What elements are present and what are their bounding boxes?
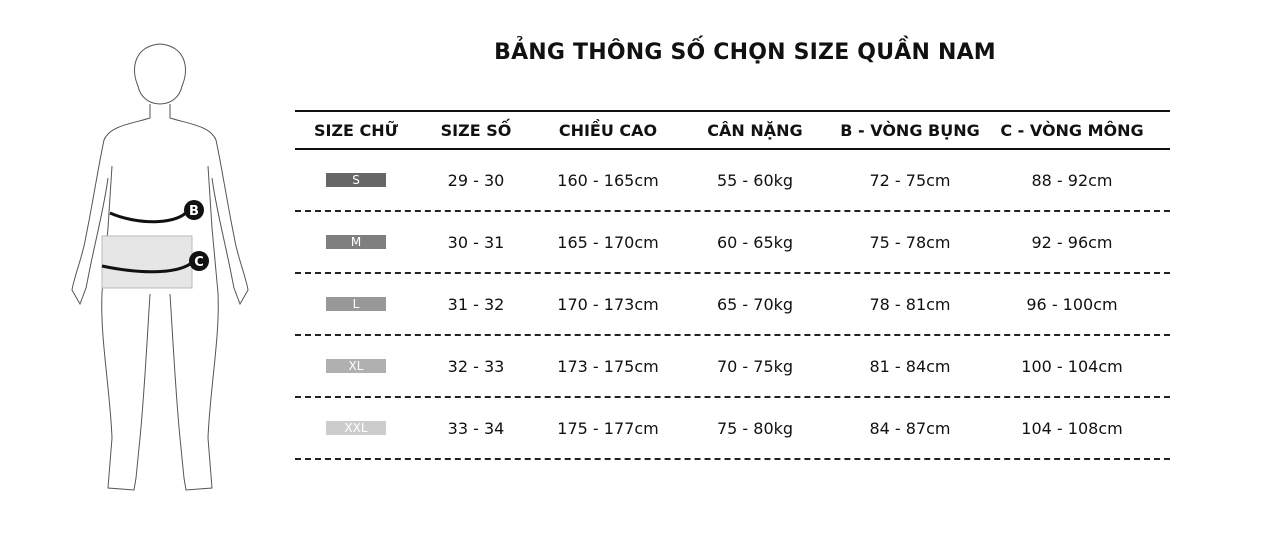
cell-weight: 55 - 60kg [716,170,794,190]
cell-num: 31 - 32 [447,294,505,314]
size-badge: XXL [326,421,386,435]
cell-height: 173 - 175cm [557,356,659,376]
cell-height: 160 - 165cm [557,170,659,190]
cell-waist: 72 - 75cm [869,170,951,190]
table-header: SIZE CHỮ SIZE SỐ CHIỀU CAO CÂN NẶNG B - … [295,110,1170,150]
table-row: M 30 - 31 165 - 170cm 60 - 65kg 75 - 78cm 92 … [295,212,1170,274]
cell-hip: 104 - 108cm [1021,418,1123,438]
marker-c-label: C [194,255,204,270]
marker-b-icon [184,200,204,220]
cell-weight: 70 - 75kg [716,356,794,376]
marker-c-icon [189,251,209,271]
cell-waist: 84 - 87cm [869,418,951,438]
cell-size: XXL [271,398,441,458]
table-row: XXL 33 - 34 175 - 177cm 75 - 80kg 84 - 87cm 1… [295,398,1170,460]
cell-num: 32 - 33 [447,356,505,376]
cell-num: 29 - 30 [447,170,505,190]
cell-num: 30 - 31 [447,232,505,252]
cell-height: 175 - 177cm [557,418,659,438]
cell-hip: 96 - 100cm [1026,294,1118,314]
marker-b-label: B [189,204,199,219]
header-height: CHIỀU CAO [558,120,658,140]
cell-hip: 100 - 104cm [1021,356,1123,376]
cell-waist: 75 - 78cm [869,232,951,252]
body-measurement-figure: B C [71,43,249,491]
header-size-letter: SIZE CHỮ [313,120,399,140]
cell-size: XL [271,336,441,396]
page-title: BẢNG THÔNG SỐ CHỌN SIZE QUẦN NAM [494,40,996,65]
header-waist: B - VÒNG BỤNG [840,120,980,140]
cell-height: 165 - 170cm [557,232,659,252]
size-badge: M [326,235,386,249]
cell-size: S [271,150,441,210]
table-row: L 31 - 32 170 - 173cm 65 - 70kg 78 - 81cm 96 … [295,274,1170,336]
header-weight: CÂN NẶNG [707,120,803,140]
cell-hip: 92 - 96cm [1031,232,1113,252]
size-badge: S [326,173,386,187]
cell-size: M [271,212,441,272]
cell-size: L [271,274,441,334]
cell-waist: 78 - 81cm [869,294,951,314]
header-hip: C - VÒNG MÔNG [1000,120,1144,140]
table-row: S 29 - 30 160 - 165cm 55 - 60kg 72 - 75cm 88 … [295,150,1170,212]
size-badge: L [326,297,386,311]
cell-height: 170 - 173cm [557,294,659,314]
size-table: SIZE CHỮ SIZE SỐ CHIỀU CAO CÂN NẶNG B - … [295,110,1170,460]
cell-weight: 65 - 70kg [716,294,794,314]
cell-hip: 88 - 92cm [1031,170,1113,190]
cell-weight: 60 - 65kg [716,232,794,252]
cell-waist: 81 - 84cm [869,356,951,376]
header-size-number: SIZE SỐ [440,120,512,140]
cell-weight: 75 - 80kg [716,418,794,438]
table-row: XL 32 - 33 173 - 175cm 70 - 75kg 81 - 84cm 10… [295,336,1170,398]
cell-num: 33 - 34 [447,418,505,438]
size-badge: XL [326,359,386,373]
